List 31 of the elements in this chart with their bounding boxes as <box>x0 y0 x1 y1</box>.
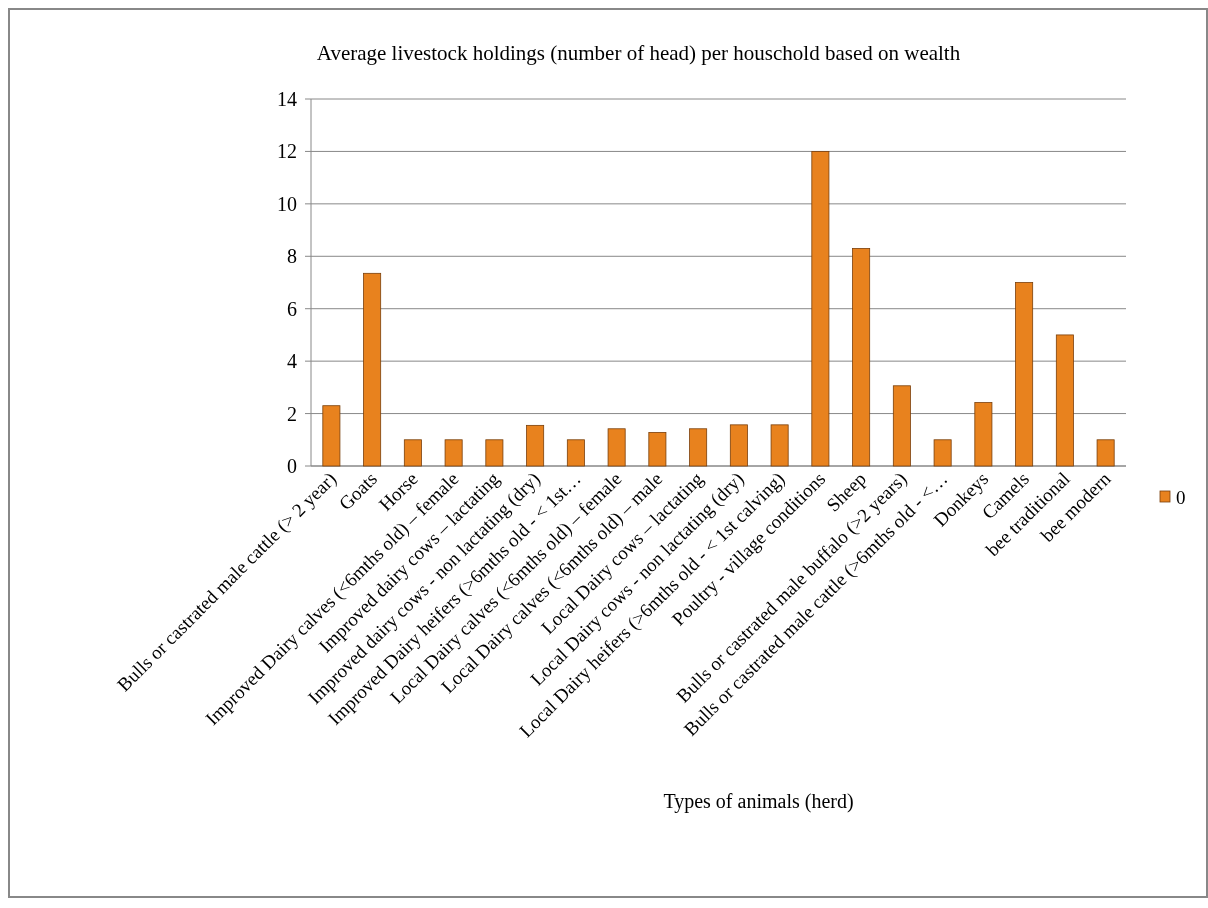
y-tick-label: 8 <box>287 245 297 268</box>
bar <box>363 272 382 467</box>
bar <box>974 402 993 467</box>
bar <box>526 424 545 467</box>
bar <box>485 439 504 467</box>
y-tick-label: 4 <box>287 350 297 373</box>
bar <box>1096 439 1115 467</box>
bar <box>1055 334 1074 467</box>
bar <box>566 439 585 467</box>
y-tick-label: 14 <box>277 88 297 110</box>
bar <box>322 405 341 467</box>
bar <box>403 439 422 467</box>
y-tick-label: 6 <box>287 297 297 320</box>
y-tick-label: 10 <box>277 192 297 215</box>
bar <box>852 248 871 467</box>
legend-label: 0 <box>1176 486 1186 508</box>
bar <box>892 385 911 467</box>
x-axis-title: Types of animals (herd) <box>663 790 854 813</box>
bar <box>607 428 626 467</box>
bar <box>933 439 952 467</box>
bar <box>648 432 667 467</box>
y-tick-label: 2 <box>287 402 297 425</box>
bar <box>770 424 789 467</box>
bar <box>1015 282 1034 467</box>
bar <box>811 151 830 467</box>
y-tick-label: 12 <box>277 140 297 163</box>
bar <box>689 428 708 467</box>
bar <box>444 439 463 467</box>
y-tick-label: 0 <box>287 455 297 477</box>
chart-title: Average livestock holdings (number of head) per houschold based on wealth <box>316 41 961 65</box>
bar <box>729 424 748 467</box>
